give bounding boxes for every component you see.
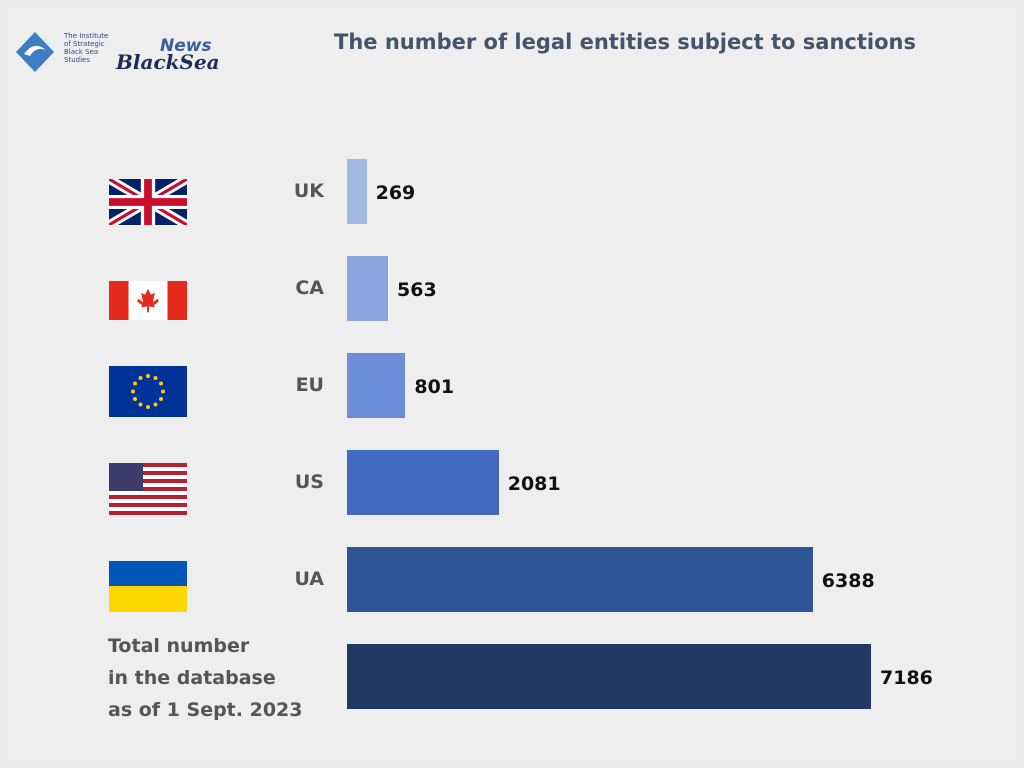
- chart-title: The number of legal entities subject to …: [334, 30, 916, 54]
- bar: [347, 158, 367, 224]
- logo-news: News: [160, 36, 212, 56]
- bar: [347, 643, 871, 709]
- logo-institute: The Institute of Strategic Black Sea Stu…: [64, 32, 109, 64]
- bar: [347, 546, 813, 612]
- flag-us: [109, 463, 187, 515]
- value-label: 563: [397, 279, 437, 301]
- flag-ua: [109, 561, 187, 612]
- bar: [347, 255, 389, 321]
- category-label: UA: [294, 568, 324, 590]
- category-label: US: [294, 471, 324, 493]
- logo-brand: BlackSea: [116, 50, 220, 74]
- logo-icon: [16, 32, 54, 72]
- flag-uk: [109, 179, 187, 225]
- value-label: 7186: [880, 667, 933, 689]
- bar: [347, 352, 406, 418]
- flag-eu: [109, 366, 187, 417]
- value-label: 6388: [821, 570, 875, 592]
- value-label: 269: [375, 182, 416, 204]
- bar: [347, 449, 499, 515]
- flag-ca: [109, 281, 187, 320]
- category-label: EU: [295, 374, 324, 396]
- category-label: Total number in the database as of 1 Sep…: [108, 635, 303, 721]
- category-label: CA: [295, 277, 324, 299]
- value-label: 2081: [507, 473, 561, 495]
- category-label: UK: [293, 180, 324, 202]
- value-label: 801: [414, 376, 455, 398]
